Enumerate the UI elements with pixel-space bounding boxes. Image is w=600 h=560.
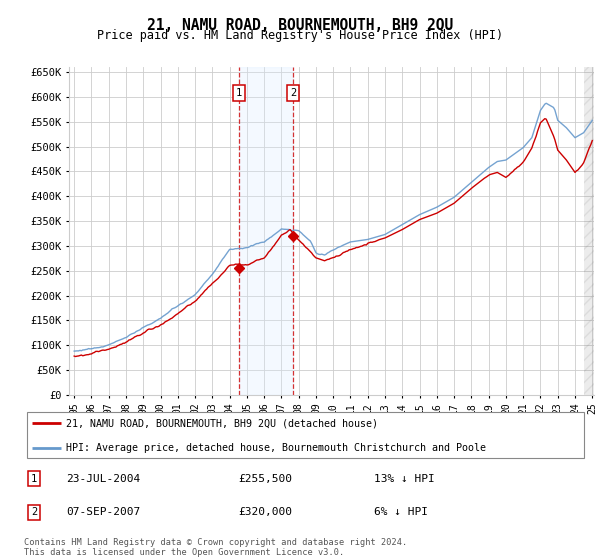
Text: 6% ↓ HPI: 6% ↓ HPI <box>374 507 428 517</box>
FancyBboxPatch shape <box>27 412 584 458</box>
Text: Price paid vs. HM Land Registry's House Price Index (HPI): Price paid vs. HM Land Registry's House … <box>97 29 503 42</box>
Text: 2: 2 <box>31 507 37 517</box>
Text: 07-SEP-2007: 07-SEP-2007 <box>66 507 140 517</box>
Text: £255,500: £255,500 <box>238 474 292 484</box>
Text: 21, NAMU ROAD, BOURNEMOUTH, BH9 2QU: 21, NAMU ROAD, BOURNEMOUTH, BH9 2QU <box>147 18 453 33</box>
Text: 2: 2 <box>290 88 296 99</box>
Text: Contains HM Land Registry data © Crown copyright and database right 2024.
This d: Contains HM Land Registry data © Crown c… <box>24 538 407 557</box>
Text: 1: 1 <box>236 88 242 99</box>
Text: HPI: Average price, detached house, Bournemouth Christchurch and Poole: HPI: Average price, detached house, Bour… <box>66 443 487 453</box>
Text: £320,000: £320,000 <box>238 507 292 517</box>
Text: 1: 1 <box>31 474 37 484</box>
Text: 23-JUL-2004: 23-JUL-2004 <box>66 474 140 484</box>
Text: 13% ↓ HPI: 13% ↓ HPI <box>374 474 434 484</box>
Text: 21, NAMU ROAD, BOURNEMOUTH, BH9 2QU (detached house): 21, NAMU ROAD, BOURNEMOUTH, BH9 2QU (det… <box>66 418 379 428</box>
Bar <box>239 67 293 395</box>
Bar <box>584 67 596 395</box>
